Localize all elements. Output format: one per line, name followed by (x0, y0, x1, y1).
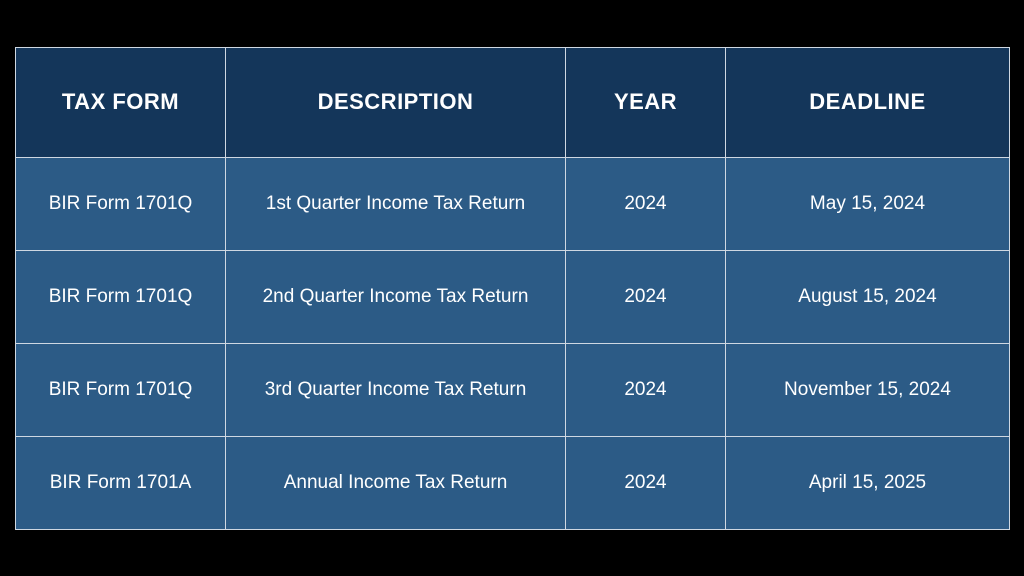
table-row: BIR Form 1701Q 1st Quarter Income Tax Re… (16, 157, 1010, 250)
cell-year: 2024 (566, 157, 726, 250)
table-header-row: TAX FORM DESCRIPTION YEAR DEADLINE (16, 47, 1010, 157)
column-header-description: DESCRIPTION (226, 47, 566, 157)
cell-description: Annual Income Tax Return (226, 436, 566, 529)
cell-year: 2024 (566, 343, 726, 436)
cell-tax-form: BIR Form 1701Q (16, 250, 226, 343)
cell-tax-form: BIR Form 1701Q (16, 157, 226, 250)
column-header-year: YEAR (566, 47, 726, 157)
cell-deadline: August 15, 2024 (726, 250, 1010, 343)
table-row: BIR Form 1701Q 3rd Quarter Income Tax Re… (16, 343, 1010, 436)
table-row: BIR Form 1701A Annual Income Tax Return … (16, 436, 1010, 529)
cell-description: 2nd Quarter Income Tax Return (226, 250, 566, 343)
tax-form-table-container: TAX FORM DESCRIPTION YEAR DEADLINE BIR F… (15, 47, 1009, 530)
tax-form-table: TAX FORM DESCRIPTION YEAR DEADLINE BIR F… (15, 47, 1010, 530)
cell-tax-form: BIR Form 1701A (16, 436, 226, 529)
cell-deadline: May 15, 2024 (726, 157, 1010, 250)
column-header-deadline: DEADLINE (726, 47, 1010, 157)
cell-description: 1st Quarter Income Tax Return (226, 157, 566, 250)
column-header-tax-form: TAX FORM (16, 47, 226, 157)
cell-year: 2024 (566, 436, 726, 529)
cell-deadline: November 15, 2024 (726, 343, 1010, 436)
table-row: BIR Form 1701Q 2nd Quarter Income Tax Re… (16, 250, 1010, 343)
cell-description: 3rd Quarter Income Tax Return (226, 343, 566, 436)
cell-deadline: April 15, 2025 (726, 436, 1010, 529)
cell-tax-form: BIR Form 1701Q (16, 343, 226, 436)
cell-year: 2024 (566, 250, 726, 343)
